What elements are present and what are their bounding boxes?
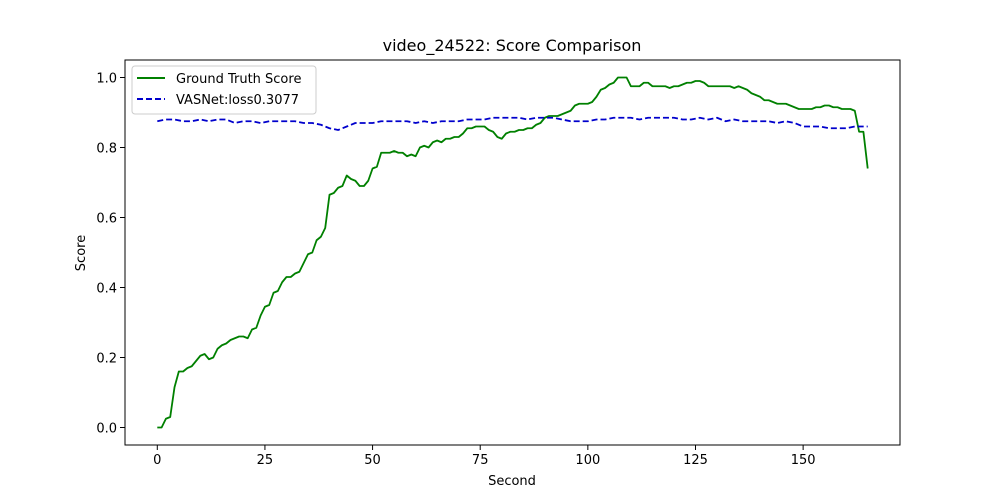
series-line-vasnet <box>157 116 868 131</box>
x-axis-title: Second <box>488 474 536 489</box>
y-tick-label: 0.0 <box>96 422 117 437</box>
x-axis: 0 25 50 75 100 125 150 <box>153 445 816 468</box>
x-tick-label: 75 <box>472 453 489 468</box>
series-line-ground-truth <box>157 76 869 429</box>
y-axis-title: Score <box>74 235 89 271</box>
chart-title: video_24522: Score Comparison <box>383 36 642 56</box>
x-tick-label: 0 <box>153 453 161 468</box>
y-tick-label: 1.0 <box>96 72 117 87</box>
x-tick-label: 125 <box>683 453 708 468</box>
x-tick-label: 25 <box>257 453 274 468</box>
x-tick-label: 50 <box>364 453 381 468</box>
plot-area <box>157 76 869 429</box>
y-tick-label: 0.2 <box>96 352 117 367</box>
x-tick-label: 100 <box>575 453 600 468</box>
y-axis: 0.0 0.2 0.4 0.6 0.8 1.0 <box>96 72 125 437</box>
legend-label-vasnet: VASNet:loss0.3077 <box>176 93 299 108</box>
legend-label-ground-truth: Ground Truth Score <box>176 72 301 87</box>
legend: Ground Truth Score VASNet:loss0.3077 <box>131 65 317 115</box>
x-tick-label: 150 <box>791 453 816 468</box>
y-tick-label: 0.8 <box>96 142 117 157</box>
y-tick-label: 0.4 <box>96 282 117 297</box>
legend-box <box>131 65 317 115</box>
y-tick-label: 0.6 <box>96 212 117 227</box>
plot-frame <box>124 59 901 446</box>
